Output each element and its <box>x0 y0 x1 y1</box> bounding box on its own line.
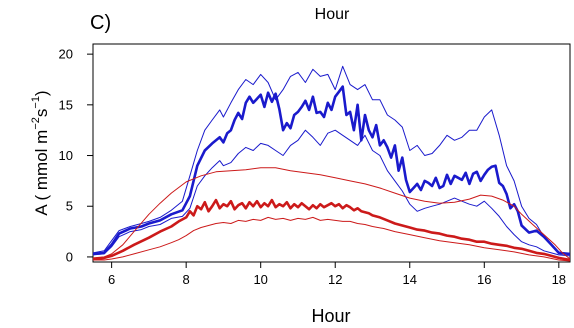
blue-upper-line <box>93 65 570 255</box>
y-axis: 0 5 10 15 20 <box>59 47 93 264</box>
x-tick-label: 6 <box>108 272 115 287</box>
x-tick-label: 16 <box>477 272 491 287</box>
plot-frame <box>92 43 571 263</box>
y-axis-label-suffix: ) <box>32 90 51 96</box>
x-tick-label: 18 <box>552 272 566 287</box>
panel-label: C) <box>90 12 111 34</box>
x-axis: 6 8 10 12 14 16 18 <box>108 262 566 287</box>
y-tick-label: 5 <box>66 199 73 214</box>
blue-lower-line <box>93 129 570 257</box>
x-axis-label: Hour <box>311 306 350 326</box>
red-upper-line <box>93 167 570 260</box>
blue-mean-line <box>93 85 570 256</box>
red-mean-line <box>93 198 570 262</box>
x-tick-label: 14 <box>403 272 417 287</box>
series-layer <box>93 65 570 262</box>
y-tick-label: 10 <box>59 148 73 163</box>
y-axis-label-prefix: A ( mmol m <box>32 130 51 216</box>
x-tick-label: 8 <box>183 272 190 287</box>
x-tick-label: 10 <box>253 272 267 287</box>
x-tick-label: 12 <box>328 272 342 287</box>
y-axis-label-mid: s <box>32 109 51 118</box>
y-tick-label: 0 <box>66 249 73 264</box>
y-tick-label: 20 <box>59 47 73 62</box>
red-lower-line <box>93 216 570 262</box>
y-tick-label: 15 <box>59 97 73 112</box>
y-axis-label-exp1: −2 <box>30 117 42 130</box>
top-axis-title: Hour <box>315 6 350 23</box>
y-axis-label-exp2: −1 <box>30 96 42 109</box>
y-axis-label: A ( mmol m−2s−1) <box>30 90 51 215</box>
